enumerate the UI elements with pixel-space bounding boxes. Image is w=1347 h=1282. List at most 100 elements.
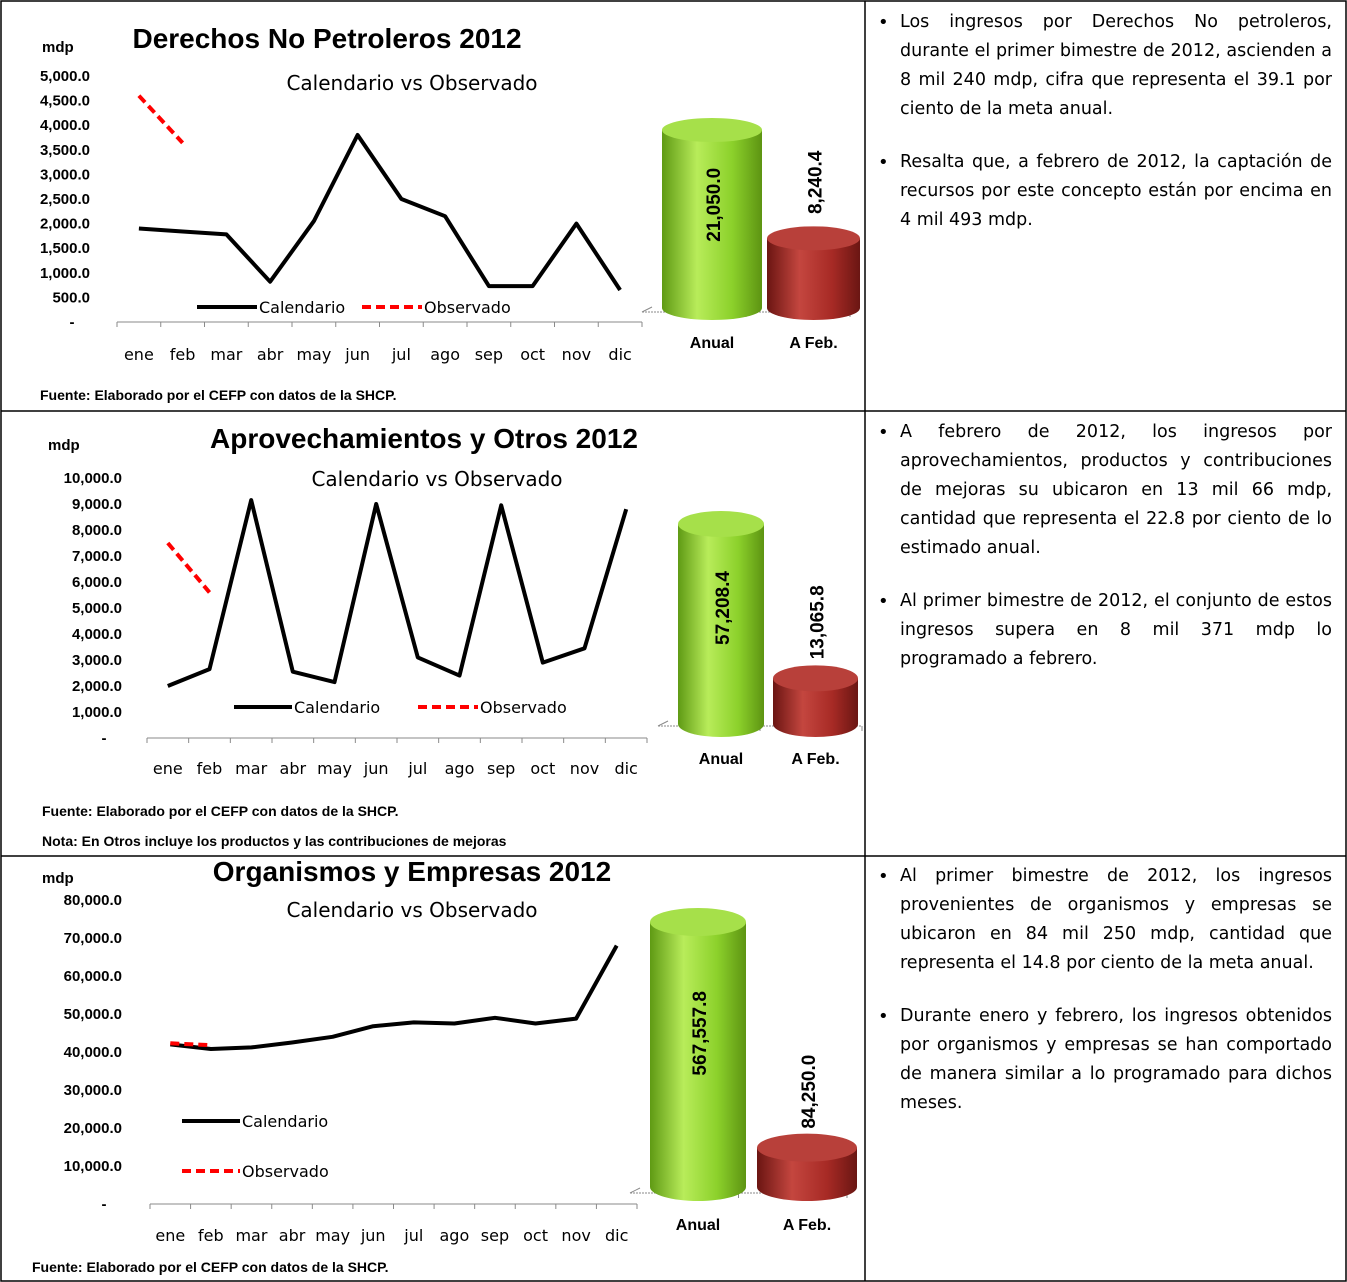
cylinder-bar-a-feb bbox=[773, 678, 858, 737]
x-tick-label: jun bbox=[363, 759, 389, 778]
y-tick-label: 60,000.0 bbox=[64, 968, 122, 985]
x-tick-label: abr bbox=[279, 1226, 306, 1245]
footnote: Nota: En Otros incluye los productos y l… bbox=[42, 833, 507, 849]
chart-subtitle: Calendario vs Observado bbox=[311, 467, 562, 491]
cylinder-bar-a-feb bbox=[757, 1147, 857, 1201]
x-tick-label: nov bbox=[561, 1226, 590, 1245]
y-tick-label: 6,000.0 bbox=[72, 574, 122, 591]
x-tick-label: ago bbox=[430, 345, 460, 364]
y-axis-label: mdp bbox=[42, 870, 74, 887]
data-label: 13,065.8 bbox=[808, 585, 829, 659]
cylinder-top bbox=[773, 665, 858, 692]
series-line-observado bbox=[166, 541, 212, 594]
bullet-item: Durante enero y febrero, los ingresos ob… bbox=[878, 1002, 1332, 1118]
cylinder-category-label: A Feb. bbox=[791, 751, 839, 768]
cylinder-bar-anual bbox=[650, 922, 746, 1201]
legend-label: Calendario bbox=[259, 298, 345, 317]
y-tick-label: - bbox=[70, 314, 75, 331]
bullet-list: A febrero de 2012, los ingresos por apro… bbox=[870, 418, 1344, 674]
x-tick-label: dic bbox=[614, 759, 637, 778]
x-tick-label: jul bbox=[403, 1226, 423, 1245]
y-tick-label: 2,000.0 bbox=[72, 678, 122, 695]
legend-label: Observado bbox=[424, 298, 511, 317]
cylinder-category-label: A Feb. bbox=[783, 1217, 831, 1234]
y-tick-label: 30,000.0 bbox=[64, 1082, 122, 1099]
x-tick-label: nov bbox=[570, 759, 599, 778]
y-tick-label: 3,000.0 bbox=[72, 652, 122, 669]
y-tick-label: 10,000.0 bbox=[64, 470, 122, 487]
y-tick-label: 5,000.0 bbox=[72, 600, 122, 617]
y-tick-label: - bbox=[102, 1196, 107, 1213]
source-note: Fuente: Elaborado por el CEFP con datos … bbox=[42, 803, 399, 819]
source-note: Fuente: Elaborado por el CEFP con datos … bbox=[40, 387, 397, 403]
bullet-item: Los ingresos por Derechos No petroleros,… bbox=[878, 8, 1332, 124]
chart-cell-aprovechamientos: Aprovechamientos y Otros 2012 Calendario … bbox=[2, 412, 864, 855]
x-tick-label: nov bbox=[562, 345, 591, 364]
y-tick-label: 500.0 bbox=[52, 289, 90, 306]
source-note: Fuente: Elaborado por el CEFP con datos … bbox=[32, 1259, 389, 1275]
y-tick-label: 3,500.0 bbox=[40, 142, 90, 159]
y-tick-label: 4,000.0 bbox=[72, 626, 122, 643]
bullet-list: Al primer bimestre de 2012, los ingresos… bbox=[870, 862, 1344, 1118]
chart-title: Aprovechamientos y Otros 2012 bbox=[210, 423, 638, 454]
y-tick-label: 70,000.0 bbox=[64, 930, 122, 947]
x-tick-label: feb bbox=[170, 345, 196, 364]
data-label: 57,208.4 bbox=[713, 571, 734, 645]
legend-label: Observado bbox=[242, 1162, 329, 1181]
bullet-item: A febrero de 2012, los ingresos por apro… bbox=[878, 418, 1332, 563]
legend-label: Calendario bbox=[242, 1112, 328, 1131]
chart-subtitle: Calendario vs Observado bbox=[286, 71, 537, 95]
x-tick-label: may bbox=[315, 1226, 350, 1245]
x-tick-label: sep bbox=[481, 1226, 509, 1245]
chart-organismos-y-empresas: Organismos y Empresas 2012 Calendario vs … bbox=[32, 857, 857, 1275]
chart-subtitle: Calendario vs Observado bbox=[286, 898, 537, 922]
y-tick-label: 8,000.0 bbox=[72, 522, 122, 539]
x-tick-label: ene bbox=[124, 345, 154, 364]
y-tick-label: 2,500.0 bbox=[40, 191, 90, 208]
x-tick-label: may bbox=[296, 345, 331, 364]
y-tick-label: 4,500.0 bbox=[40, 93, 90, 110]
x-tick-label: mar bbox=[235, 1226, 267, 1245]
x-tick-label: oct bbox=[520, 345, 545, 364]
bullet-list: Los ingresos por Derechos No petroleros,… bbox=[870, 8, 1344, 235]
cylinder-category-label: A Feb. bbox=[789, 335, 837, 352]
x-tick-label: ene bbox=[153, 759, 183, 778]
x-tick-label: sep bbox=[487, 759, 515, 778]
cylinder-category-label: Anual bbox=[676, 1217, 720, 1234]
series-line-calendario bbox=[138, 133, 622, 292]
cylinder-top bbox=[678, 511, 764, 537]
x-tick-label: mar bbox=[210, 345, 242, 364]
cylinder-axis-tick bbox=[641, 306, 653, 313]
chart-aprovechamientos-y-otros: Aprovechamientos y Otros 2012 Calendario … bbox=[42, 423, 863, 849]
x-tick-label: abr bbox=[257, 345, 284, 364]
bullet-item: Resalta que, a febrero de 2012, la capta… bbox=[878, 148, 1332, 235]
x-tick-label: mar bbox=[235, 759, 267, 778]
cylinder-top bbox=[650, 908, 746, 936]
y-tick-label: 1,000.0 bbox=[40, 265, 90, 282]
x-tick-label: jun bbox=[344, 345, 370, 364]
x-tick-label: ago bbox=[440, 1226, 470, 1245]
y-tick-label: 10,000.0 bbox=[64, 1158, 122, 1175]
y-tick-label: 50,000.0 bbox=[64, 1006, 122, 1023]
data-label: 567,557.8 bbox=[690, 991, 711, 1076]
y-tick-label: 5,000.0 bbox=[40, 68, 90, 85]
cylinder-bar-a-feb bbox=[767, 238, 860, 320]
y-tick-label: - bbox=[102, 730, 107, 747]
bullet-item: Al primer bimestre de 2012, el conjunto … bbox=[878, 587, 1332, 674]
data-label: 8,240.4 bbox=[806, 150, 827, 214]
data-label: 84,250.0 bbox=[799, 1055, 820, 1129]
x-tick-label: may bbox=[317, 759, 352, 778]
cylinder-top bbox=[767, 226, 860, 251]
x-tick-label: ene bbox=[155, 1226, 185, 1245]
bullet-item: Al primer bimestre de 2012, los ingresos… bbox=[878, 862, 1332, 978]
series-line-observado bbox=[170, 1041, 211, 1048]
y-tick-label: 40,000.0 bbox=[64, 1044, 122, 1061]
x-tick-label: oct bbox=[523, 1226, 548, 1245]
y-tick-label: 1,000.0 bbox=[72, 704, 122, 721]
cylinder-top bbox=[662, 118, 762, 142]
x-tick-label: sep bbox=[475, 345, 503, 364]
x-tick-label: jul bbox=[407, 759, 427, 778]
legend-label: Calendario bbox=[294, 698, 380, 717]
x-tick-label: dic bbox=[608, 345, 631, 364]
y-tick-label: 2,000.0 bbox=[40, 216, 90, 233]
